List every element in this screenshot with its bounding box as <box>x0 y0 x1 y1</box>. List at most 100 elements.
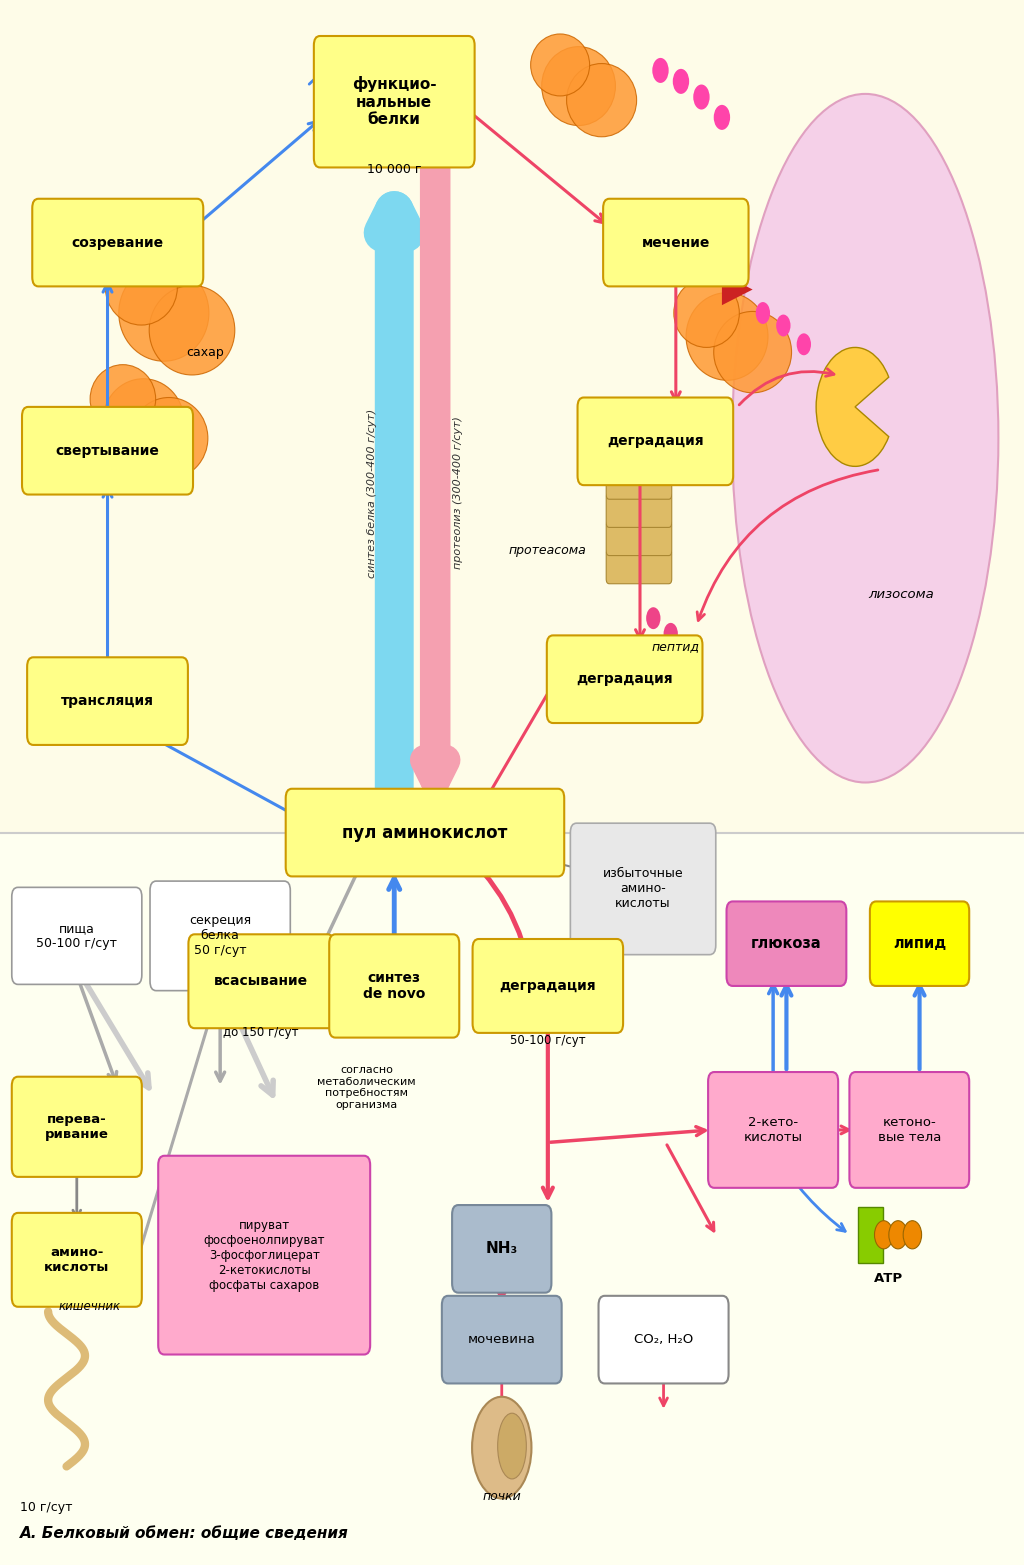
Text: всасывание: всасывание <box>214 975 308 988</box>
Text: 100 г: 100 г <box>377 861 412 873</box>
Circle shape <box>673 69 689 94</box>
Text: избыточные
амино-
кислоты: избыточные амино- кислоты <box>603 867 683 911</box>
FancyBboxPatch shape <box>23 407 193 495</box>
Circle shape <box>650 646 665 668</box>
Ellipse shape <box>714 311 792 393</box>
Text: NH₃: NH₃ <box>485 1241 518 1257</box>
FancyBboxPatch shape <box>453 1205 551 1293</box>
FancyBboxPatch shape <box>570 823 716 955</box>
Ellipse shape <box>472 1398 531 1499</box>
Text: трансляция: трансляция <box>61 695 154 707</box>
Text: согласно
метаболическим
потребностям
организма: согласно метаболическим потребностям орг… <box>317 1066 416 1110</box>
FancyBboxPatch shape <box>727 901 846 986</box>
Ellipse shape <box>542 47 615 125</box>
Text: пища
50-100 г/сут: пища 50-100 г/сут <box>36 922 118 950</box>
Wedge shape <box>816 347 889 466</box>
Circle shape <box>874 1221 893 1249</box>
Text: амино-
кислоты: амино- кислоты <box>44 1246 110 1274</box>
Text: 2-кето-
кислоты: 2-кето- кислоты <box>743 1116 803 1144</box>
Circle shape <box>714 105 730 130</box>
Ellipse shape <box>119 264 209 362</box>
Text: мочевина: мочевина <box>468 1333 536 1346</box>
Text: пул аминокислот: пул аминокислот <box>342 823 508 842</box>
FancyBboxPatch shape <box>11 1213 141 1307</box>
Text: глюкоза: глюкоза <box>752 936 821 952</box>
Text: созревание: созревание <box>72 236 164 249</box>
Text: А. Белковый обмен: общие сведения: А. Белковый обмен: общие сведения <box>20 1526 349 1542</box>
Text: деградация: деградация <box>577 673 673 685</box>
FancyBboxPatch shape <box>286 789 564 876</box>
Text: пептид: пептид <box>652 640 699 653</box>
Circle shape <box>664 623 678 645</box>
FancyBboxPatch shape <box>330 934 459 1038</box>
Circle shape <box>756 302 770 324</box>
FancyBboxPatch shape <box>603 199 749 286</box>
Text: лизосома: лизосома <box>868 588 934 601</box>
Circle shape <box>646 607 660 629</box>
FancyBboxPatch shape <box>850 1072 969 1188</box>
Ellipse shape <box>686 293 768 380</box>
Circle shape <box>652 58 669 83</box>
Text: протеасома: протеасома <box>509 545 587 557</box>
Text: липид: липид <box>893 936 946 952</box>
Text: мечение: мечение <box>642 236 710 249</box>
Text: пируват
фосфоенолпируват
3-фосфоглицерат
2-кетокислоты
фосфаты сахаров: пируват фосфоенолпируват 3-фосфоглицерат… <box>204 1219 325 1291</box>
Ellipse shape <box>90 365 156 434</box>
Ellipse shape <box>105 249 177 326</box>
Text: почки: почки <box>482 1490 521 1502</box>
Text: протеолиз (300-400 г/сут): протеолиз (300-400 г/сут) <box>453 416 463 570</box>
FancyBboxPatch shape <box>11 887 141 984</box>
FancyBboxPatch shape <box>858 1207 883 1263</box>
Ellipse shape <box>732 94 998 782</box>
FancyBboxPatch shape <box>442 1296 561 1383</box>
FancyBboxPatch shape <box>150 881 291 991</box>
FancyBboxPatch shape <box>473 939 623 1033</box>
Text: секреция
белка
50 г/сут: секреция белка 50 г/сут <box>189 914 251 958</box>
Text: 10 000 г: 10 000 г <box>367 163 422 175</box>
Text: свертывание: свертывание <box>55 444 160 457</box>
Ellipse shape <box>498 1413 526 1479</box>
Bar <box>0 0 1024 833</box>
FancyBboxPatch shape <box>606 521 672 556</box>
Text: 10 г/сут: 10 г/сут <box>20 1501 73 1513</box>
FancyBboxPatch shape <box>11 1077 141 1177</box>
FancyBboxPatch shape <box>606 437 672 471</box>
Text: функцио-
нальные
белки: функцио- нальные белки <box>352 77 436 127</box>
FancyBboxPatch shape <box>606 493 672 527</box>
Text: кетоно-
вые тела: кетоно- вые тела <box>878 1116 941 1144</box>
FancyBboxPatch shape <box>870 901 969 986</box>
Ellipse shape <box>102 379 184 466</box>
FancyBboxPatch shape <box>606 549 672 584</box>
Ellipse shape <box>674 279 739 347</box>
Circle shape <box>776 315 791 336</box>
Text: до 150 г/сут: до 150 г/сут <box>223 1027 299 1039</box>
FancyBboxPatch shape <box>578 398 733 485</box>
Text: перева-
ривание: перева- ривание <box>45 1113 109 1141</box>
FancyBboxPatch shape <box>188 934 334 1028</box>
Circle shape <box>903 1221 922 1249</box>
FancyBboxPatch shape <box>28 657 188 745</box>
Text: CO₂, H₂O: CO₂, H₂O <box>634 1333 693 1346</box>
Text: деградация: деградация <box>607 435 703 448</box>
Circle shape <box>797 333 811 355</box>
FancyBboxPatch shape <box>547 635 702 723</box>
Circle shape <box>889 1221 907 1249</box>
Ellipse shape <box>130 398 208 479</box>
FancyBboxPatch shape <box>598 1296 729 1383</box>
Bar <box>0 833 1024 1565</box>
FancyBboxPatch shape <box>33 199 203 286</box>
Text: кишечник: кишечник <box>59 1301 121 1313</box>
FancyBboxPatch shape <box>158 1155 371 1355</box>
Text: синтез белка (300-400 г/сут): синтез белка (300-400 г/сут) <box>367 408 377 577</box>
Text: АТР: АТР <box>874 1272 903 1285</box>
Ellipse shape <box>566 64 637 136</box>
FancyBboxPatch shape <box>709 1072 838 1188</box>
Text: сахар: сахар <box>186 346 223 358</box>
Ellipse shape <box>530 34 590 95</box>
Text: деградация: деградация <box>500 980 596 992</box>
Text: синтез
de novo: синтез de novo <box>364 970 425 1002</box>
Ellipse shape <box>150 285 234 376</box>
Circle shape <box>693 85 710 110</box>
FancyBboxPatch shape <box>606 465 672 499</box>
Polygon shape <box>722 274 753 305</box>
